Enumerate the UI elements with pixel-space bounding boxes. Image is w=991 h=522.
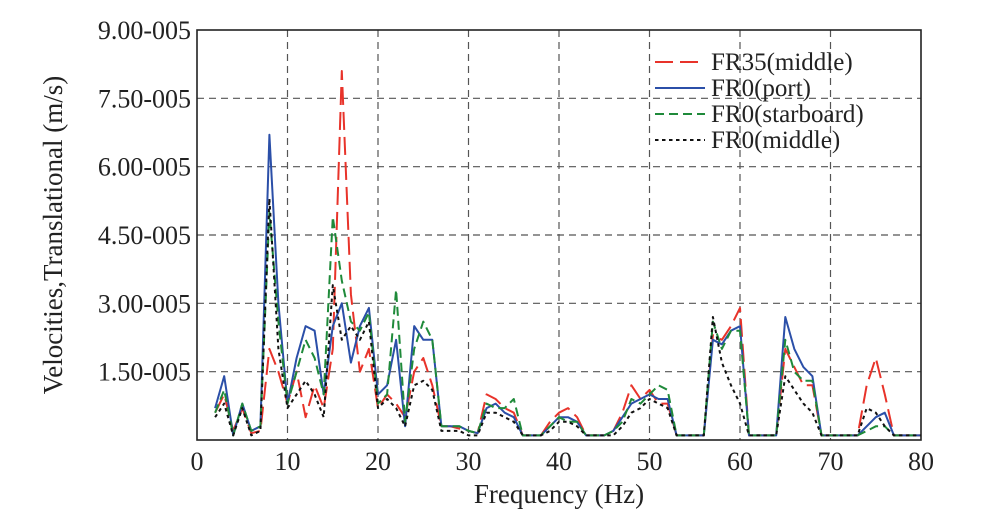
legend-label: FR35(middle) (711, 49, 853, 76)
y-tick-label: 1.50-005 (98, 358, 191, 387)
legend-label: FR0(middle) (711, 127, 840, 154)
legend-label: FR0(port) (711, 75, 811, 102)
x-tick-labels: 0 10 20 30 40 50 60 70 80 (191, 447, 935, 476)
x-tick-label: 10 (275, 447, 301, 476)
x-tick-label: 50 (637, 447, 663, 476)
legend-label: FR0(starboard) (711, 101, 864, 128)
x-tick-label: 30 (456, 447, 482, 476)
legend: FR35(middle)FR0(port)FR0(starboard)FR0(m… (655, 49, 864, 154)
x-tick-label: 70 (818, 447, 844, 476)
series-line-2 (214, 133, 921, 437)
y-tick-label: 4.50-005 (98, 221, 191, 250)
grid-lines (197, 30, 921, 440)
x-axis-title: Frequency (Hz) (474, 479, 644, 509)
x-tick-label: 0 (191, 447, 204, 476)
y-tick-labels: 1.50-005 3.00-005 4.50-005 6.00-005 7.50-005… (98, 16, 191, 387)
series-line-1 (214, 70, 921, 437)
y-axis-title: Velocities,Translational (m/s) (38, 76, 68, 394)
y-tick-label: 3.00-005 (98, 289, 191, 318)
x-tick-label: 80 (908, 447, 934, 476)
x-tick-label: 60 (727, 447, 753, 476)
y-tick-label: 9.00-005 (98, 16, 191, 45)
y-tick-label: 7.50-005 (98, 84, 191, 113)
series-line-4 (214, 197, 921, 437)
plot-frame (196, 29, 922, 441)
series-lines (214, 70, 921, 437)
y-tick-label: 6.00-005 (98, 153, 191, 182)
x-tick-label: 20 (365, 447, 391, 476)
x-tick-label: 40 (546, 447, 572, 476)
